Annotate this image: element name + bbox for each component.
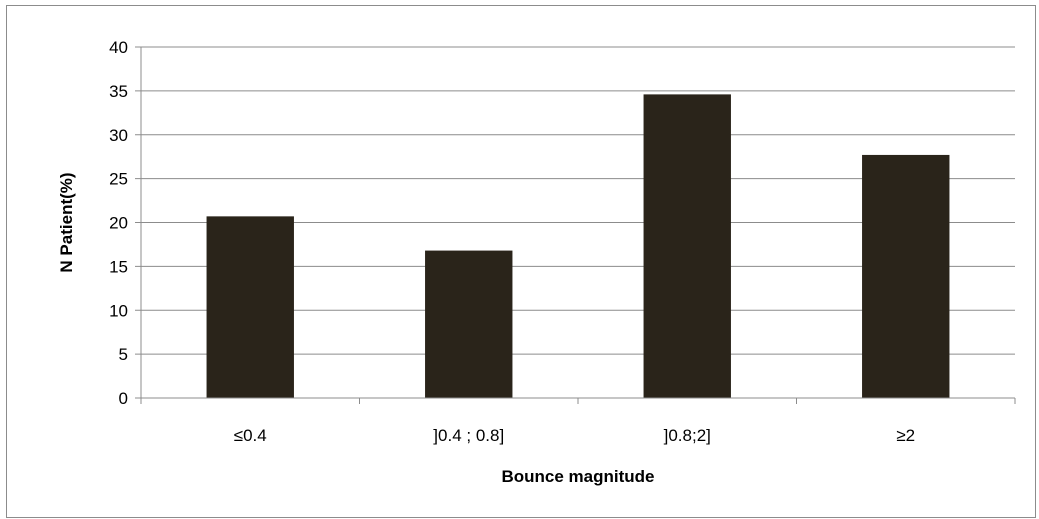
y-tick-label: 5: [119, 345, 128, 364]
y-tick-label: 40: [109, 38, 128, 57]
bar: [643, 94, 731, 398]
x-axis-title: Bounce magnitude: [501, 467, 654, 486]
y-tick-label: 20: [109, 214, 128, 233]
y-axis-title: N Patient(%): [57, 172, 76, 272]
y-tick-label: 35: [109, 82, 128, 101]
x-tick-label: ]0.4 ; 0.8]: [433, 426, 504, 445]
x-tick-label: ≥2: [896, 426, 915, 445]
bar: [862, 154, 950, 398]
x-axis-ticks: ≤0.4 ]0.4 ; 0.8] ]0.8;2] ≥2: [140, 398, 1016, 445]
y-tick-label: 25: [109, 170, 128, 189]
y-tick-label: 30: [109, 126, 128, 145]
bar: [206, 216, 294, 398]
bar: [425, 250, 513, 398]
y-tick-label: 0: [119, 389, 128, 408]
y-tick-label: 15: [109, 257, 128, 276]
bars: [206, 94, 950, 398]
x-tick-label: ≤0.4: [234, 426, 267, 445]
y-tick-label: 10: [109, 301, 128, 320]
x-tick-label: ]0.8;2]: [664, 426, 711, 445]
y-axis-ticks: 0 5 10 15 20 25 30 35 40: [109, 38, 141, 408]
